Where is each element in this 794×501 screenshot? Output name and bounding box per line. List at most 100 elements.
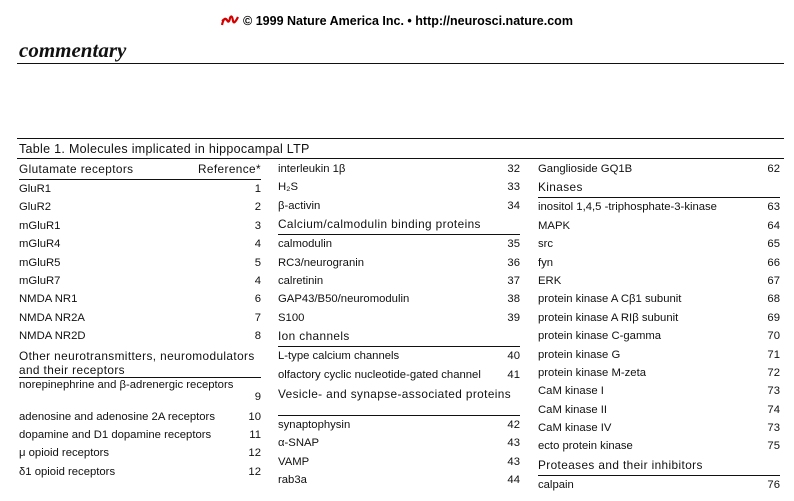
reference-number: 38 xyxy=(507,293,520,306)
heading-glutamate-receptors: Glutamate receptors xyxy=(19,162,134,176)
reference-number: 7 xyxy=(254,311,261,324)
molecule-name: fyn xyxy=(538,256,554,269)
molecule-name: α-SNAP xyxy=(278,437,320,450)
table-row: protein kinase C-gamma 70 xyxy=(538,327,780,345)
molecule-name: interleukin 1β xyxy=(278,163,346,175)
column-heading: Vesicle- and synapse-associated proteins xyxy=(278,384,520,416)
reference-number: 43 xyxy=(507,455,520,468)
table-row: VAMP 43 xyxy=(278,453,520,471)
reference-number: 37 xyxy=(507,274,520,287)
table-row: GAP43/B50/neuromodulin 38 xyxy=(278,290,520,308)
molecule-name: Ganglioside GQ1B xyxy=(538,163,633,175)
molecule-name: mGluR5 xyxy=(19,256,61,269)
molecule-name: adenosine and adenosine 2A receptors xyxy=(19,410,215,423)
molecule-name: VAMP xyxy=(278,455,310,468)
table-row: ERK 67 xyxy=(538,272,780,290)
reference-number: 63 xyxy=(767,201,780,214)
reference-number: 73 xyxy=(767,385,780,398)
molecule-name: β-activin xyxy=(278,199,321,212)
column-heading: Kinases xyxy=(538,178,780,199)
molecule-name: calretinin xyxy=(278,274,324,287)
table-row: α-SNAP 43 xyxy=(278,434,520,452)
column-heading: Glutamate receptors Reference* xyxy=(19,160,261,180)
molecule-name: protein kinase A RIβ subunit xyxy=(538,311,679,324)
reference-heading: Reference* xyxy=(197,162,261,176)
molecule-name: src xyxy=(538,238,554,251)
table-row: rab3a 44 xyxy=(278,471,520,489)
molecule-name: CaM kinase IV xyxy=(538,422,612,435)
table-row: β-activin 34 xyxy=(278,197,520,215)
table-row: CaM kinase I 73 xyxy=(538,382,780,400)
reference-number: 62 xyxy=(767,163,780,175)
reference-number: 34 xyxy=(507,199,520,212)
table-row: adenosine and adenosine 2A receptors 10 xyxy=(19,408,261,426)
table-row: μ opioid receptors 12 xyxy=(19,444,261,462)
molecule-name: mGluR7 xyxy=(19,274,61,287)
table-row: src 65 xyxy=(538,235,780,253)
table-row: calretinin 37 xyxy=(278,272,520,290)
table-row: NMDA NR2A 7 xyxy=(19,309,261,327)
molecule-name: CaM kinase II xyxy=(538,403,608,416)
molecule-name: δ1 opioid receptors xyxy=(19,465,116,478)
molecule-name: mGluR1 xyxy=(19,219,61,232)
table-row: NMDA NR1 6 xyxy=(19,290,261,308)
table-row: δ1 opioid receptors 12 xyxy=(19,463,261,481)
column-heading: Calcium/calmodulin binding proteins xyxy=(278,215,520,236)
table-row: protein kinase M-zeta 72 xyxy=(538,364,780,382)
column-heading: Ion channels xyxy=(278,327,520,348)
copyright-text: © 1999 Nature America Inc. • http://neur… xyxy=(243,14,573,28)
reference-number: 39 xyxy=(507,311,520,324)
molecule-name: protein kinase M-zeta xyxy=(538,366,646,379)
table-row: norepinephrine and β-adrenergic receptor… xyxy=(19,378,261,408)
table-row: olfactory cyclic nucleotide-gated channe… xyxy=(278,366,520,384)
molecule-name: olfactory cyclic nucleotide-gated channe… xyxy=(278,368,481,381)
column-heading: Proteases and their inhibitors xyxy=(538,456,780,476)
reference-number: 65 xyxy=(767,238,780,251)
reference-number: 33 xyxy=(507,181,520,194)
reference-number: 73 xyxy=(767,422,780,435)
table-row: Ganglioside GQ1B 62 xyxy=(538,160,780,178)
molecule-name: protein kinase A Cβ1 subunit xyxy=(538,293,682,306)
table-row: MAPK 64 xyxy=(538,217,780,235)
molecule-name: MAPK xyxy=(538,219,571,232)
molecule-name: NMDA NR2A xyxy=(19,311,85,324)
reference-number: 72 xyxy=(767,366,780,379)
reference-number: 43 xyxy=(507,437,520,450)
reference-number: 1 xyxy=(254,183,261,195)
molecule-name: synaptophysin xyxy=(278,418,351,431)
molecule-name: RC3/neurogranin xyxy=(278,256,365,269)
table-row: protein kinase A Cβ1 subunit 68 xyxy=(538,290,780,308)
nature-logo-icon xyxy=(221,15,240,26)
table-row: calpain 76 xyxy=(538,476,780,494)
reference-number: 42 xyxy=(507,418,520,431)
table-top-rule xyxy=(17,138,784,139)
table-row: L-type calcium channels 40 xyxy=(278,347,520,365)
table-row: mGluR7 4 xyxy=(19,272,261,290)
table-row: protein kinase G 71 xyxy=(538,346,780,364)
reference-number: 5 xyxy=(254,256,261,269)
table-column-3: Ganglioside GQ1B 62 Kinases inositol 1,4,… xyxy=(538,160,780,494)
reference-number: 6 xyxy=(254,293,261,306)
table-row: inositol 1,4,5 -triphosphate-3-kinase 63 xyxy=(538,198,780,216)
molecule-name: CaM kinase I xyxy=(538,385,604,398)
table-row: S100 39 xyxy=(278,309,520,327)
reference-number: 71 xyxy=(767,348,780,361)
table-row: CaM kinase II 74 xyxy=(538,401,780,419)
reference-number: 2 xyxy=(254,201,261,214)
reference-number: 70 xyxy=(767,330,780,343)
table-row: ecto protein kinase 75 xyxy=(538,437,780,455)
reference-number: 69 xyxy=(767,311,780,324)
reference-number: 12 xyxy=(248,447,261,460)
table-row: mGluR4 4 xyxy=(19,235,261,253)
molecule-name: ERK xyxy=(538,274,562,287)
molecule-name: μ opioid receptors xyxy=(19,447,110,460)
molecule-name: norepinephrine and β-adrenergic receptor… xyxy=(19,378,234,391)
table-column-1: Glutamate receptors Reference* GluR1 1 Glu… xyxy=(19,160,261,481)
table-row: GluR1 1 xyxy=(19,180,261,198)
column-heading: Other neurotransmitters, neuromodulators… xyxy=(19,346,261,378)
reference-number: 67 xyxy=(767,274,780,287)
molecule-name: inositol 1,4,5 -triphosphate-3-kinase xyxy=(538,201,717,214)
reference-number: 4 xyxy=(254,274,261,287)
reference-number: 40 xyxy=(507,350,520,363)
reference-number: 12 xyxy=(248,465,261,478)
